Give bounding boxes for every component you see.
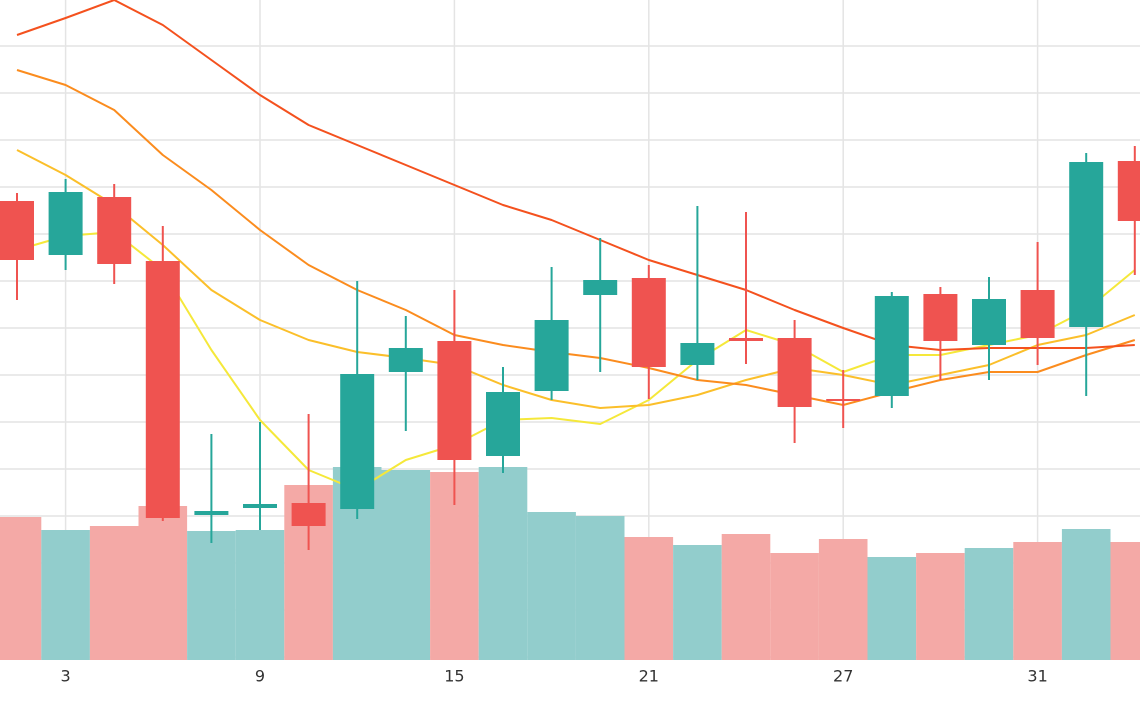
volume-bar <box>770 553 819 660</box>
x-tick-label: 31 <box>1027 667 1047 686</box>
candle-body <box>48 192 83 255</box>
volume-bar <box>818 539 868 660</box>
volume-bar <box>1061 529 1111 660</box>
ma-line <box>16 0 1135 351</box>
volume-bar <box>41 530 90 660</box>
volume-bar <box>575 516 625 660</box>
volume-bar <box>0 517 42 660</box>
candle-body <box>194 511 229 515</box>
x-tick-label: 27 <box>833 667 853 686</box>
volume-bar <box>673 545 722 660</box>
volume-bar <box>138 506 188 660</box>
candle-body <box>1117 161 1140 221</box>
volume-bar <box>1013 542 1062 660</box>
candle-body <box>486 392 520 456</box>
candle-body <box>437 341 472 460</box>
candle-body <box>0 201 34 260</box>
volume-bar <box>187 531 236 660</box>
volume-bar <box>89 526 139 660</box>
candle-body <box>1069 162 1104 327</box>
candle-body <box>777 338 812 407</box>
candle-body <box>340 374 375 509</box>
ma-line <box>16 69 1136 406</box>
x-tick-label: 15 <box>444 667 464 686</box>
candle-body <box>534 320 569 391</box>
volume-bar <box>527 512 576 660</box>
x-tick-label: 9 <box>255 667 265 686</box>
candle-body <box>243 504 277 508</box>
ma-line <box>16 149 1136 409</box>
candle-body <box>1020 290 1055 338</box>
volume-bar <box>478 467 528 660</box>
volume-bar <box>1110 542 1140 660</box>
x-tick-label: 3 <box>61 667 71 686</box>
volume-bar <box>916 553 965 660</box>
candle-body <box>631 278 666 367</box>
candle-body <box>97 197 132 264</box>
candle-body <box>145 261 180 518</box>
volume-bar <box>235 530 285 660</box>
candle-body <box>729 338 763 341</box>
candle-body <box>680 343 715 365</box>
volume-bar <box>381 470 431 660</box>
ma-line <box>16 231 1136 491</box>
candle-body <box>874 296 909 396</box>
volume-bar <box>867 557 917 660</box>
volume-bar <box>964 548 1014 660</box>
candle-body <box>291 503 326 526</box>
candle-body <box>388 348 423 372</box>
candle-body <box>826 399 861 401</box>
candle-body <box>923 294 958 341</box>
candle-body <box>972 299 1006 345</box>
x-tick-label: 21 <box>639 667 659 686</box>
candle-body <box>583 280 618 295</box>
volume-bar <box>721 534 771 660</box>
volume-bar <box>624 537 674 660</box>
